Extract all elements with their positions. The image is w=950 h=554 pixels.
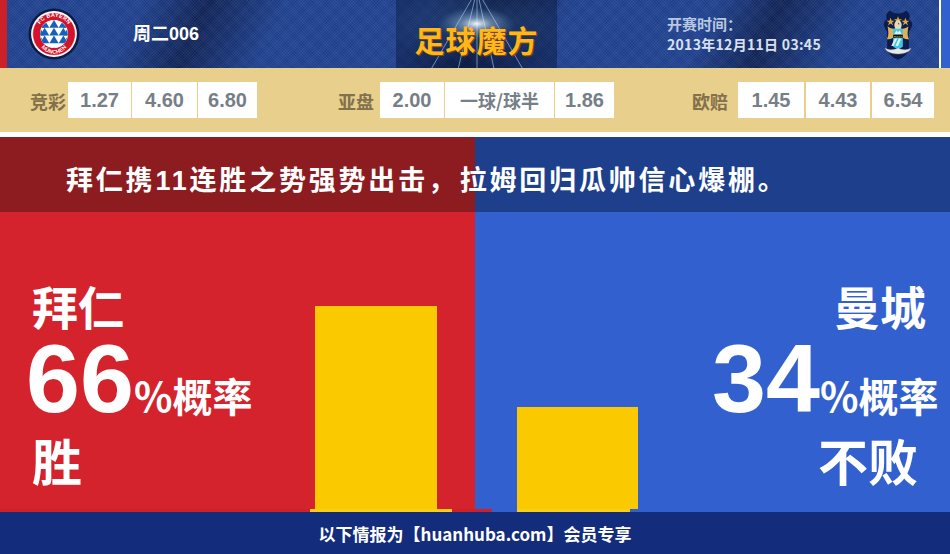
svg-text:M.C.F.C: M.C.F.C xyxy=(894,35,902,37)
